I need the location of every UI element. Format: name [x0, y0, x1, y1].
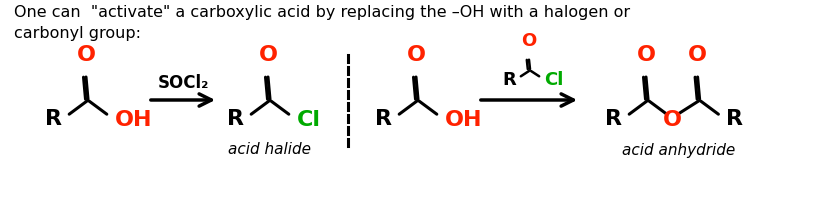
Text: OH: OH: [444, 110, 482, 130]
Text: O: O: [406, 45, 425, 65]
Text: One can  "activate" a carboxylic acid by replacing the –OH with a halogen or
car: One can "activate" a carboxylic acid by …: [14, 5, 630, 41]
Text: O: O: [688, 45, 707, 65]
Text: R: R: [45, 109, 62, 129]
Text: O: O: [663, 110, 682, 130]
Text: O: O: [637, 45, 656, 65]
Text: R: R: [605, 109, 622, 129]
Text: O: O: [77, 45, 96, 65]
Text: SOCl₂: SOCl₂: [157, 74, 209, 92]
Text: Cl: Cl: [297, 110, 320, 130]
Text: acid halide: acid halide: [229, 143, 311, 157]
Text: R: R: [227, 109, 244, 129]
Text: O: O: [521, 32, 537, 50]
Text: R: R: [726, 109, 743, 129]
Text: R: R: [502, 71, 516, 89]
Text: acid anhydride: acid anhydride: [622, 143, 735, 157]
Text: R: R: [375, 109, 392, 129]
Text: Cl: Cl: [544, 71, 563, 89]
Text: OH: OH: [115, 110, 152, 130]
Text: O: O: [259, 45, 278, 65]
